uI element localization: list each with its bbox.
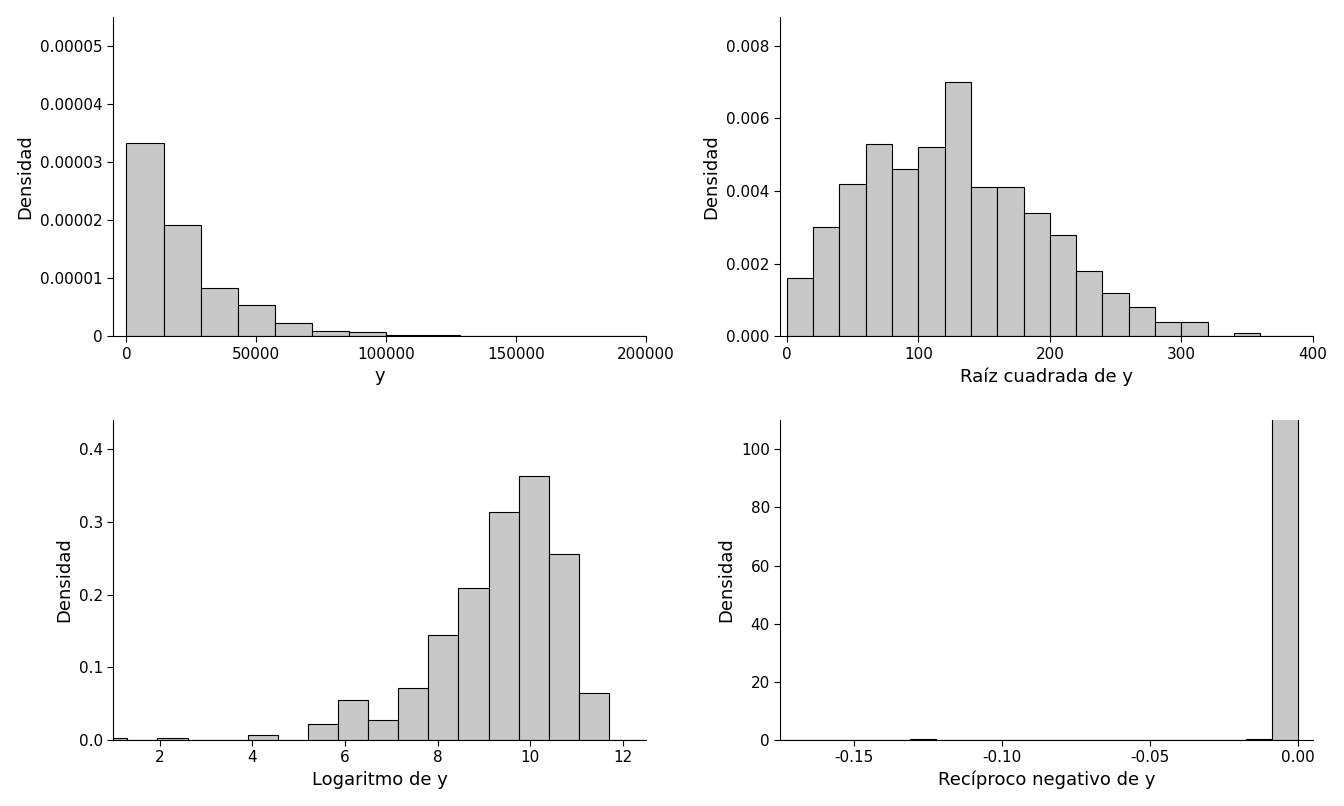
Bar (1246, 738, 1273, 740)
Bar (200, 289, 238, 336)
Bar (1050, 235, 1077, 336)
Bar (238, 305, 276, 336)
Bar (126, 143, 164, 336)
X-axis label: Logaritmo de y: Logaritmo de y (312, 771, 448, 789)
Bar (489, 512, 519, 740)
Bar (813, 227, 840, 336)
Bar (157, 737, 188, 740)
Bar (1024, 213, 1050, 336)
Y-axis label: Densidad: Densidad (16, 134, 35, 218)
Bar (164, 225, 200, 336)
Bar (945, 82, 970, 336)
Bar (840, 184, 866, 336)
X-axis label: y: y (375, 368, 384, 385)
Bar (97, 737, 128, 740)
Bar (1154, 322, 1181, 336)
Bar (970, 187, 997, 336)
Bar (1181, 322, 1208, 336)
Bar (1129, 307, 1154, 336)
Y-axis label: Densidad: Densidad (718, 538, 735, 622)
Bar (1273, 410, 1298, 740)
Bar (1077, 271, 1102, 336)
Bar (1234, 333, 1261, 336)
Bar (918, 147, 945, 336)
Bar (1102, 293, 1129, 336)
Bar (423, 335, 461, 336)
X-axis label: Raíz cuadrada de y: Raíz cuadrada de y (960, 368, 1133, 385)
Bar (386, 335, 423, 336)
Bar (548, 555, 579, 740)
Bar (429, 635, 458, 740)
Y-axis label: Densidad: Densidad (703, 134, 720, 218)
Bar (276, 323, 312, 336)
Bar (866, 143, 892, 336)
Bar (519, 476, 548, 740)
Bar (892, 169, 918, 336)
Bar (312, 331, 349, 336)
Bar (339, 700, 368, 740)
Bar (368, 720, 398, 740)
Bar (247, 735, 278, 740)
Bar (786, 278, 813, 336)
Bar (458, 588, 489, 740)
Bar (349, 332, 386, 336)
X-axis label: Recíproco negativo de y: Recíproco negativo de y (938, 771, 1156, 789)
Bar (398, 688, 429, 740)
Bar (579, 693, 609, 740)
Y-axis label: Densidad: Densidad (55, 538, 73, 622)
Bar (997, 187, 1024, 336)
Bar (308, 725, 339, 740)
